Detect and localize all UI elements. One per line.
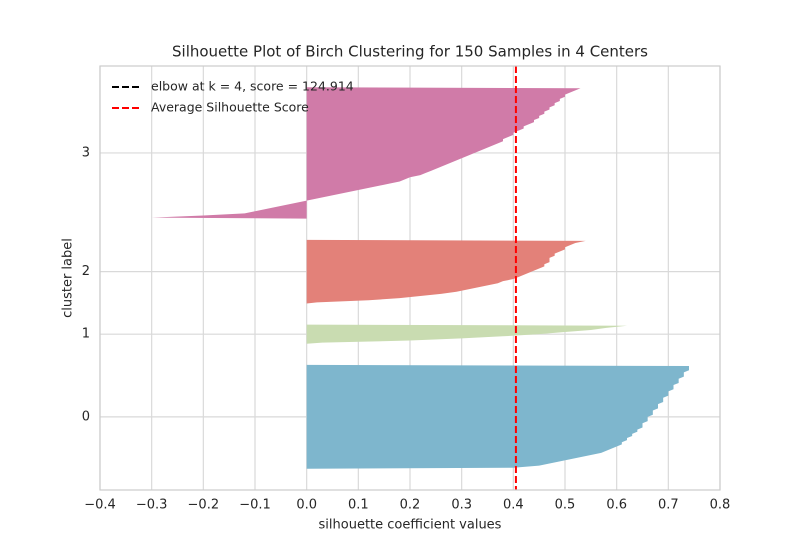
y-tick-label: 2	[82, 264, 90, 279]
x-axis-label: silhouette coefficient values	[319, 518, 502, 533]
silhouette-area	[306, 324, 627, 344]
silhouette-area	[151, 87, 581, 219]
y-axis-label: cluster label	[61, 238, 76, 318]
x-tick-label: −0.2	[188, 498, 220, 513]
x-tick-label: −0.3	[136, 498, 168, 513]
x-tick-label: −0.4	[84, 498, 116, 513]
y-tick-label: 1	[82, 327, 90, 342]
x-tick-label: 0.7	[658, 498, 679, 513]
silhouette-area	[306, 239, 586, 304]
legend-label: elbow at k = 4, score = 124.914	[151, 79, 354, 94]
y-tick-label: 3	[82, 145, 90, 160]
x-tick-label: 0.6	[606, 498, 627, 513]
x-tick-label: 0.0	[296, 498, 317, 513]
x-tick-label: −0.1	[239, 498, 271, 513]
y-tick-label: 0	[82, 409, 90, 424]
x-tick-label: 0.3	[451, 498, 472, 513]
x-tick-label: 0.4	[503, 498, 524, 513]
plot-frame	[99, 65, 721, 491]
x-tick-label: 0.2	[400, 498, 421, 513]
legend-label: Average Silhouette Score	[151, 100, 309, 115]
x-tick-label: 0.8	[710, 498, 731, 513]
x-tick-label: 0.5	[555, 498, 576, 513]
silhouette-area	[306, 364, 689, 469]
x-tick-label: 0.1	[348, 498, 369, 513]
chart-title: Silhouette Plot of Birch Clustering for …	[172, 43, 648, 61]
